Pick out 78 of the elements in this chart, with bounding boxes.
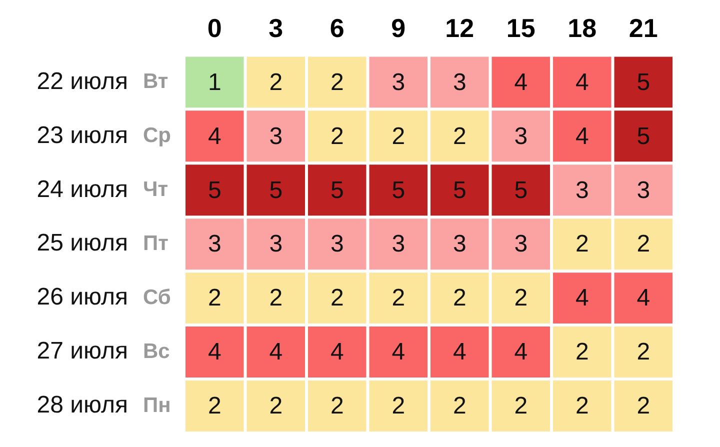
data-label: 2 xyxy=(636,338,650,366)
data-label: 3 xyxy=(575,176,589,204)
y-tick-label: 27 июля xyxy=(36,338,128,365)
data-label: 3 xyxy=(269,122,283,150)
data-label: 5 xyxy=(269,176,283,204)
data-label: 2 xyxy=(636,392,650,420)
data-label: 5 xyxy=(392,176,406,204)
data-label: 2 xyxy=(208,284,222,312)
data-label: 2 xyxy=(514,284,528,312)
data-label: 5 xyxy=(208,176,222,204)
y-tick-label: 22 июля xyxy=(36,68,128,95)
x-tick-label: 0 xyxy=(207,12,222,43)
data-label: 4 xyxy=(575,284,589,312)
data-label: 4 xyxy=(208,338,222,366)
data-label: 2 xyxy=(330,122,344,150)
data-label: 3 xyxy=(392,68,406,96)
data-label: 2 xyxy=(208,392,222,420)
data-label: 3 xyxy=(452,68,466,96)
data-label: 2 xyxy=(636,230,650,258)
data-label: 4 xyxy=(208,122,222,150)
y2-tick-label: Ср xyxy=(143,124,171,147)
data-label: 2 xyxy=(575,230,589,258)
data-label: 4 xyxy=(392,338,406,366)
data-label: 3 xyxy=(514,230,528,258)
data-label: 2 xyxy=(330,392,344,420)
data-label: 4 xyxy=(575,122,589,150)
data-label: 5 xyxy=(514,176,528,204)
data-label: 2 xyxy=(269,392,283,420)
data-label: 3 xyxy=(514,122,528,150)
data-label: 4 xyxy=(330,338,344,366)
x-tick-label: 3 xyxy=(268,12,284,43)
data-label: 4 xyxy=(514,338,528,366)
data-label: 2 xyxy=(575,392,589,420)
data-label: 2 xyxy=(330,68,344,96)
data-label: 4 xyxy=(575,68,589,96)
x-tick-label: 9 xyxy=(391,12,406,43)
y2-tick-label: Вс xyxy=(143,340,170,363)
data-label: 2 xyxy=(269,68,283,96)
data-label: 5 xyxy=(330,176,344,204)
data-label: 4 xyxy=(636,284,650,312)
data-label: 3 xyxy=(269,230,283,258)
x-tick-label: 12 xyxy=(445,12,474,43)
x-tick-label: 18 xyxy=(568,12,597,43)
data-label: 2 xyxy=(452,122,466,150)
data-label: 1 xyxy=(208,68,222,96)
data-label: 4 xyxy=(269,338,283,366)
data-label: 3 xyxy=(392,230,406,258)
data-label: 2 xyxy=(269,284,283,312)
x-tick-label: 6 xyxy=(330,12,344,43)
y2-tick-label: Пн xyxy=(143,394,171,417)
data-label: 4 xyxy=(452,338,466,366)
data-label: 2 xyxy=(330,284,344,312)
data-label: 2 xyxy=(392,284,406,312)
data-label: 3 xyxy=(636,176,650,204)
data-label: 2 xyxy=(575,338,589,366)
data-label: 5 xyxy=(636,122,650,150)
data-label: 2 xyxy=(514,392,528,420)
y-tick-label: 24 июля xyxy=(36,176,128,203)
y2-tick-label: Сб xyxy=(143,286,171,309)
data-label: 2 xyxy=(452,284,466,312)
y-tick-label: 23 июля xyxy=(36,122,128,149)
y2-tick-label: Пт xyxy=(143,232,168,255)
data-label: 2 xyxy=(392,122,406,150)
y-tick-label: 26 июля xyxy=(36,284,128,311)
data-label: 4 xyxy=(514,68,528,96)
data-label: 3 xyxy=(452,230,466,258)
y2-tick-label: Вт xyxy=(143,70,168,93)
data-label: 2 xyxy=(392,392,406,420)
y2-tick-label: Чт xyxy=(143,178,168,201)
data-label: 3 xyxy=(330,230,344,258)
y-tick-label: 28 июля xyxy=(36,392,128,419)
y-tick-label: 25 июля xyxy=(36,230,128,257)
data-label: 3 xyxy=(208,230,222,258)
data-label: 5 xyxy=(636,68,650,96)
x-tick-label: 21 xyxy=(628,12,658,43)
data-label: 5 xyxy=(452,176,466,204)
x-tick-label: 15 xyxy=(506,12,536,43)
data-label: 2 xyxy=(452,392,466,420)
